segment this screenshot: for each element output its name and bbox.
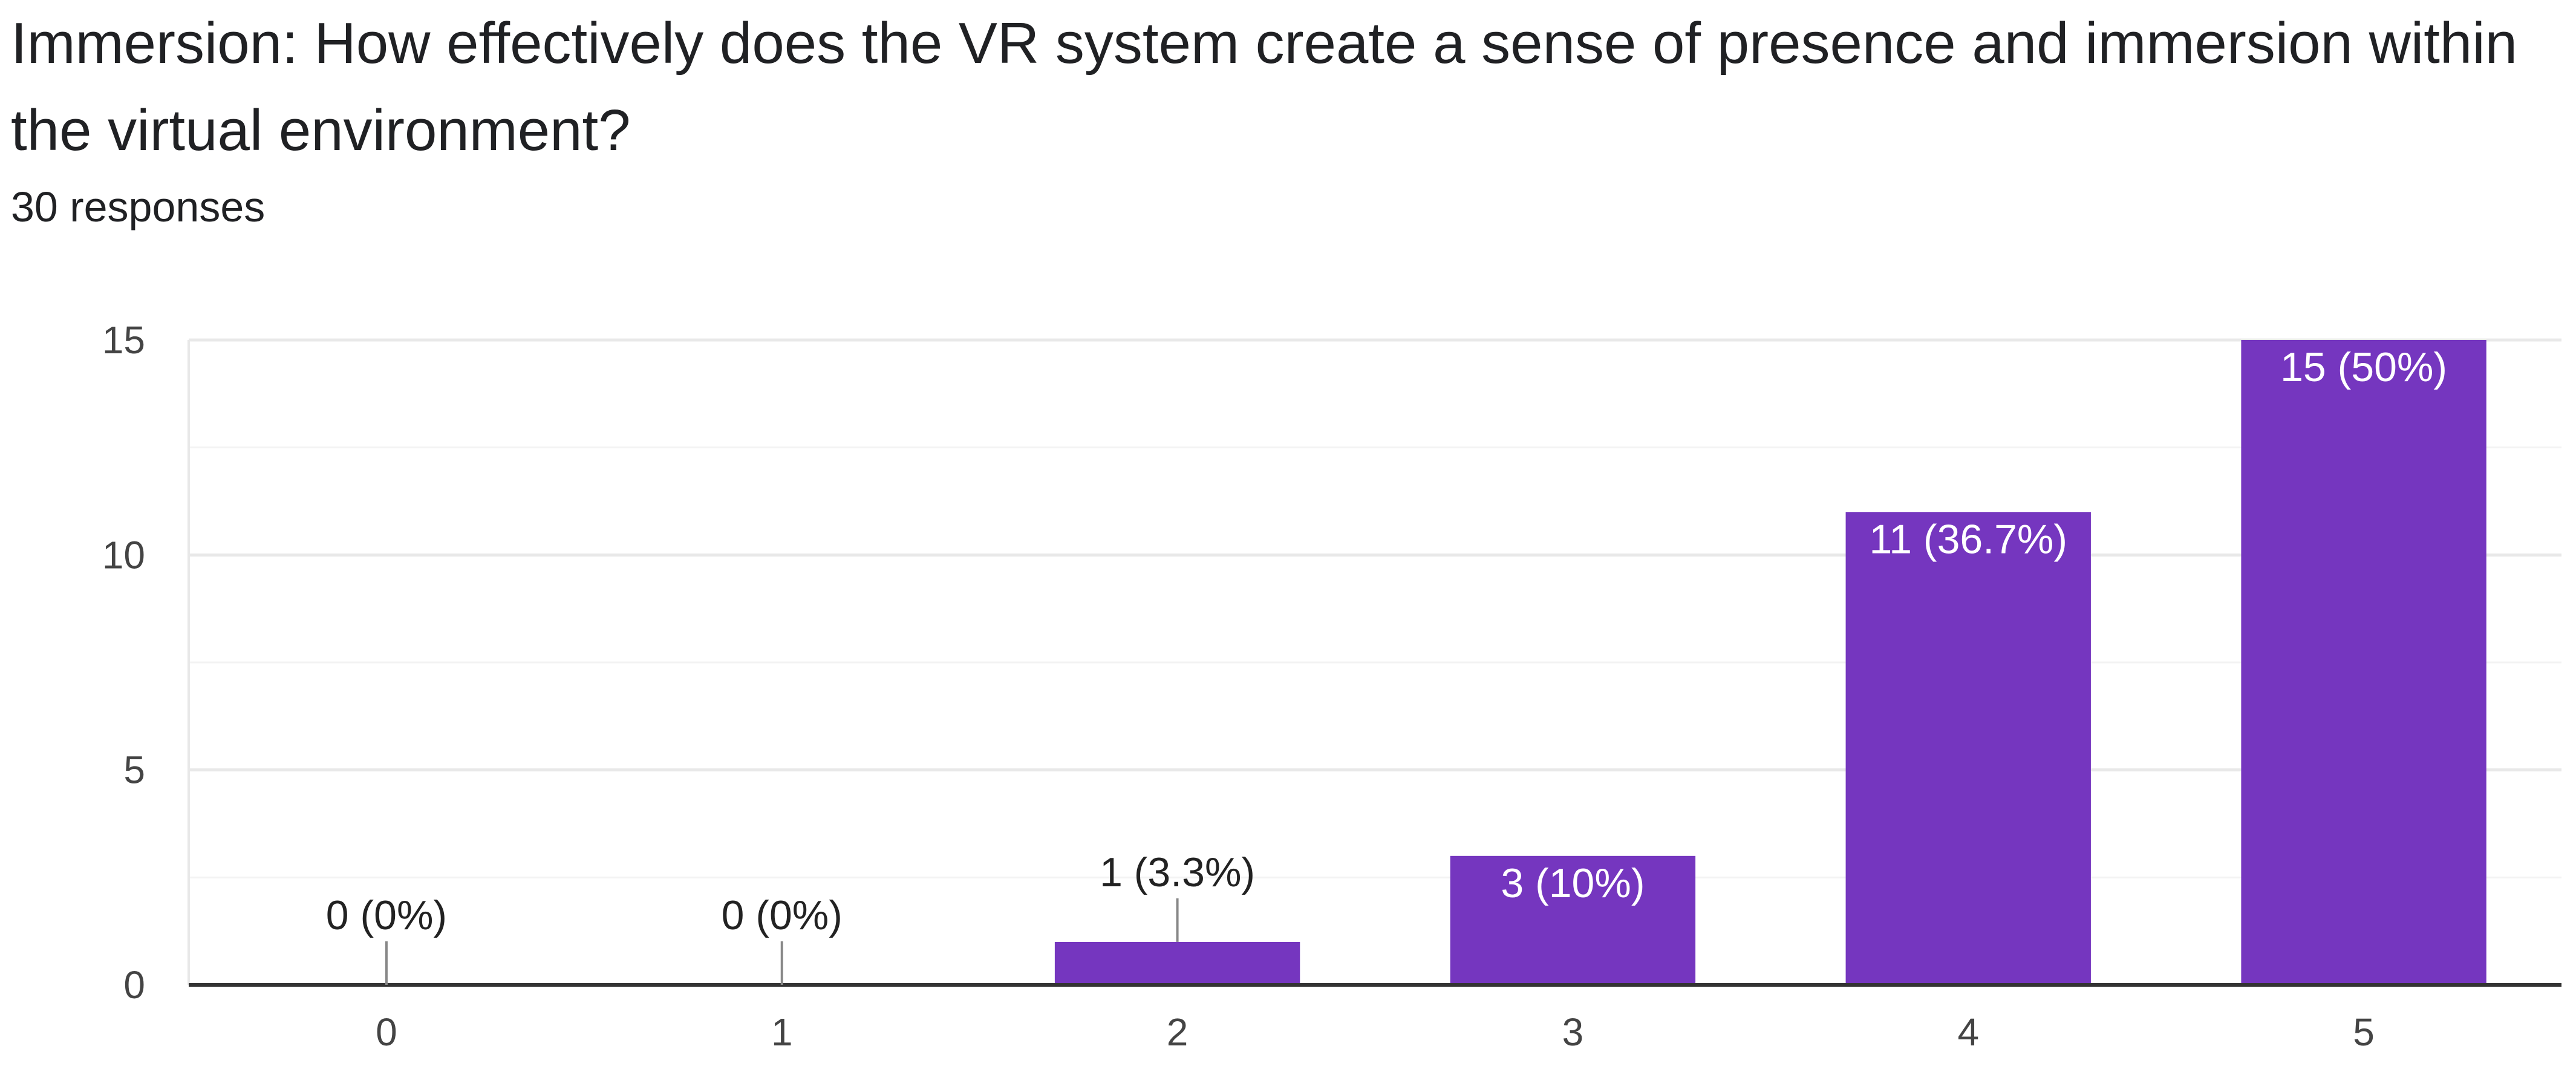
data-label: 11 (36.7%) bbox=[1869, 516, 2067, 562]
y-tick-label: 10 bbox=[102, 533, 145, 577]
response-count: 30 responses bbox=[11, 183, 266, 230]
gridlines bbox=[187, 338, 2561, 985]
x-tick-label: 0 bbox=[376, 1010, 397, 1054]
x-tick-label: 4 bbox=[1957, 1010, 1979, 1054]
data-label: 3 (10%) bbox=[1501, 860, 1645, 906]
x-tick-label: 2 bbox=[1167, 1010, 1189, 1054]
x-tick-label: 1 bbox=[771, 1010, 793, 1054]
data-label: 15 (50%) bbox=[2280, 344, 2447, 390]
bar bbox=[1450, 855, 1696, 985]
bars bbox=[1054, 340, 2486, 985]
bar bbox=[1054, 941, 1300, 985]
bar bbox=[2241, 340, 2486, 985]
question-title: Immersion: How effectively does the VR s… bbox=[11, 11, 2518, 163]
x-tick-label: 5 bbox=[2353, 1010, 2375, 1054]
y-tick-label: 5 bbox=[123, 748, 145, 792]
x-tick-label: 3 bbox=[1562, 1010, 1584, 1054]
axes: 0 5 10 15 0 1 2 3 4 5 bbox=[102, 318, 2561, 1054]
data-label: 1 (3.3%) bbox=[1100, 849, 1255, 895]
data-label: 0 (0%) bbox=[326, 892, 447, 938]
bar bbox=[1845, 512, 2091, 985]
question-header: Immersion: How effectively does the VR s… bbox=[11, 0, 2551, 237]
y-tick-label: 15 bbox=[102, 318, 145, 362]
data-label: 0 (0%) bbox=[722, 892, 843, 938]
data-labels: 0 (0%) 0 (0%) 1 (3.3%) 3 (10%) 11 (36.7%) 15 … bbox=[326, 344, 2447, 985]
y-tick-label: 0 bbox=[123, 963, 145, 1007]
